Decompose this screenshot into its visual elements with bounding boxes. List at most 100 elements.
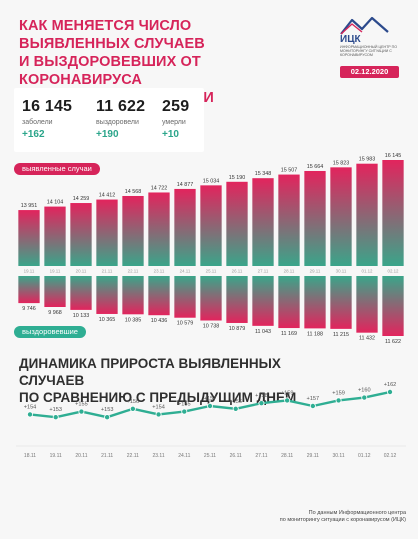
growth-point	[104, 414, 111, 421]
case-bar	[18, 210, 40, 266]
growth-value-label: +154	[152, 404, 165, 410]
recovered-value-label: 10 738	[203, 324, 220, 330]
case-bar	[122, 195, 144, 266]
growth-point	[26, 411, 33, 418]
case-date-label: 20.11	[76, 269, 87, 274]
recovered-bar	[44, 276, 66, 307]
recovered-value-label: 10 879	[229, 326, 246, 332]
case-date-label: 23.11	[154, 269, 165, 274]
growth-point	[155, 411, 162, 418]
stat-recovered: 11 622 выздоровели +190	[96, 98, 145, 140]
recovered-value-label: 10 385	[125, 317, 142, 323]
case-bar	[174, 188, 196, 266]
recovered-bar	[148, 276, 170, 316]
stat-delta: +162	[22, 129, 45, 140]
case-date-label: 22.11	[128, 269, 139, 274]
recovered-value-label: 11 188	[307, 331, 323, 337]
case-value-label: 15 190	[229, 175, 246, 181]
stat-deaths: 259 умерли +10	[162, 98, 189, 140]
recovered-bar	[96, 276, 118, 314]
recovered-value-label: 10 133	[73, 313, 90, 319]
growth-date-label: 29.11	[307, 453, 319, 459]
recovered-bar	[174, 276, 196, 318]
growth-value-label: +159	[332, 390, 345, 396]
case-value-label: 14 568	[125, 189, 142, 195]
recovered-bar	[200, 276, 222, 321]
case-value-label: 14 722	[151, 185, 168, 191]
growth-point	[232, 405, 239, 412]
logo-subtitle: ИНФОРМАЦИОННЫЙ ЦЕНТР ПО МОНИТОРИНГУ СИТУ…	[340, 45, 398, 57]
case-date-label: 28.11	[284, 269, 295, 274]
case-date-label: 30.11	[336, 269, 347, 274]
growth-value-label: +155	[178, 402, 191, 408]
growth-date-label: 26.11	[230, 453, 242, 459]
growth-value-label: +156	[127, 399, 140, 405]
stat-delta: +10	[162, 129, 179, 140]
date-badge: 02.12.2020	[340, 66, 399, 78]
growth-point	[386, 388, 393, 395]
growth-date-label: 22.11	[127, 453, 139, 459]
stat-cases: 16 145 заболели +162	[22, 98, 72, 140]
growth-date-label: 27.11	[255, 453, 267, 459]
recovered-bar	[252, 276, 274, 326]
growth-date-label: 30.11	[332, 453, 344, 459]
growth-point	[258, 400, 265, 407]
footer-line: По данным Информационного центра	[308, 510, 406, 516]
growth-date-label: 23.11	[152, 453, 164, 459]
recovered-bar	[278, 276, 300, 329]
case-date-label: 27.11	[258, 269, 269, 274]
case-value-label: 15 034	[203, 178, 220, 184]
virus-logo-icon	[340, 16, 389, 35]
case-value-label: 15 348	[255, 171, 272, 177]
case-bar	[382, 160, 404, 266]
case-bar	[44, 206, 66, 266]
case-bar	[70, 203, 92, 266]
case-bar	[304, 170, 326, 266]
recovered-bar	[70, 276, 92, 310]
growth-date-label: 21.11	[101, 453, 113, 459]
growth-date-label: 28.11	[281, 453, 293, 459]
case-value-label: 14 877	[177, 182, 194, 188]
case-date-label: 01.12	[362, 269, 374, 274]
case-date-label: 26.11	[232, 269, 243, 274]
case-date-label: 19.11	[24, 269, 35, 274]
case-bar	[96, 199, 118, 266]
recovered-value-label: 11 169	[281, 331, 297, 337]
case-bar	[330, 167, 352, 266]
page-title: КАК МЕНЯЕТСЯ ЧИСЛО ВЫЯВЛЕННЫХ СЛУЧАЕВ И …	[19, 17, 289, 107]
stat-label: умерли	[162, 119, 186, 126]
growth-point	[78, 408, 85, 415]
growth-point	[52, 414, 59, 421]
growth-value-label: +158	[255, 393, 268, 399]
case-value-label: 14 412	[99, 193, 116, 199]
growth-value-label: +155	[75, 402, 88, 408]
growth-date-label: 01.12	[358, 453, 371, 459]
recovered-value-label: 10 436	[151, 318, 168, 324]
subtitle-line: ДИНАМИКА ПРИРОСТА ВЫЯВЛЕННЫХ СЛУЧАЕВ	[19, 356, 281, 388]
recovered-value-label: 11 432	[359, 336, 375, 342]
growth-value-label: +154	[24, 404, 37, 410]
case-date-label: 02.12	[388, 269, 400, 274]
recovered-bar	[122, 276, 144, 315]
stat-label: заболели	[22, 119, 53, 126]
case-date-label: 25.11	[206, 269, 217, 274]
case-value-label: 13 951	[21, 203, 38, 209]
growth-date-label: 20.11	[75, 453, 87, 459]
title-line: И ВЫЗДОРОВЕВШИХ ОТ КОРОНАВИРУСА	[19, 54, 201, 88]
recovered-bar	[330, 276, 352, 329]
recovered-bar	[304, 276, 326, 329]
recovered-value-label: 9 968	[48, 310, 62, 316]
growth-date-label: 18.11	[24, 453, 36, 459]
growth-value-label: +153	[101, 407, 114, 413]
source-note: По данным Информационного центра по мони…	[226, 510, 406, 524]
stat-label: выздоровели	[96, 119, 139, 126]
footer-line: по мониторингу ситуации с коронавирусом …	[279, 517, 406, 523]
case-value-label: 14 259	[73, 196, 90, 202]
growth-point	[129, 405, 136, 412]
recovered-value-label: 10 579	[177, 321, 194, 327]
subtitle-line: ПО СРАВНЕНИЮ С ПРЕДЫДУЩИМ ДНЕМ	[19, 390, 297, 405]
growth-point	[181, 408, 188, 415]
growth-value-label: +157	[307, 396, 320, 402]
cases-section-label: выявленные случаи	[14, 163, 100, 175]
